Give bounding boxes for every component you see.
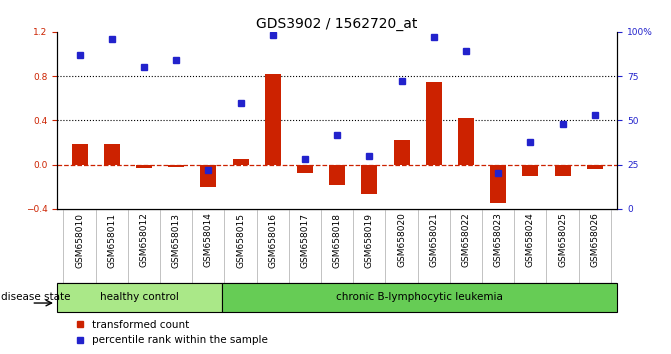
Text: healthy control: healthy control xyxy=(100,292,179,302)
Text: GSM658018: GSM658018 xyxy=(333,212,342,268)
Text: disease state: disease state xyxy=(1,292,70,302)
Bar xyxy=(104,144,120,165)
Bar xyxy=(72,144,88,165)
Text: GSM658017: GSM658017 xyxy=(301,212,309,268)
Title: GDS3902 / 1562720_at: GDS3902 / 1562720_at xyxy=(256,17,418,31)
Text: GSM658011: GSM658011 xyxy=(107,212,116,268)
Bar xyxy=(136,165,152,168)
Bar xyxy=(233,159,249,165)
Bar xyxy=(297,165,313,173)
Text: GSM658022: GSM658022 xyxy=(462,212,470,267)
Text: GSM658023: GSM658023 xyxy=(494,212,503,268)
Bar xyxy=(586,165,603,169)
Text: GSM658025: GSM658025 xyxy=(558,212,567,268)
Bar xyxy=(222,283,617,312)
Text: GSM658024: GSM658024 xyxy=(526,212,535,267)
Bar xyxy=(329,165,345,184)
Bar xyxy=(265,74,281,165)
Text: GSM658026: GSM658026 xyxy=(590,212,599,268)
Text: GSM658021: GSM658021 xyxy=(429,212,438,268)
Bar xyxy=(168,165,185,167)
Text: GSM658010: GSM658010 xyxy=(75,212,84,268)
Bar xyxy=(490,165,506,203)
Text: chronic B-lymphocytic leukemia: chronic B-lymphocytic leukemia xyxy=(336,292,503,302)
Bar xyxy=(57,283,222,312)
Text: GSM658014: GSM658014 xyxy=(204,212,213,268)
Text: GSM658012: GSM658012 xyxy=(140,212,148,268)
Text: GSM658015: GSM658015 xyxy=(236,212,245,268)
Bar xyxy=(393,140,409,165)
Bar xyxy=(554,165,570,176)
Text: GSM658013: GSM658013 xyxy=(172,212,180,268)
Text: GSM658016: GSM658016 xyxy=(268,212,277,268)
Bar xyxy=(361,165,377,194)
Bar xyxy=(201,165,217,187)
Text: GSM658020: GSM658020 xyxy=(397,212,406,268)
Bar xyxy=(458,118,474,165)
Bar xyxy=(522,165,538,176)
Legend: transformed count, percentile rank within the sample: transformed count, percentile rank withi… xyxy=(76,320,268,346)
Bar xyxy=(425,82,442,165)
Text: GSM658019: GSM658019 xyxy=(365,212,374,268)
